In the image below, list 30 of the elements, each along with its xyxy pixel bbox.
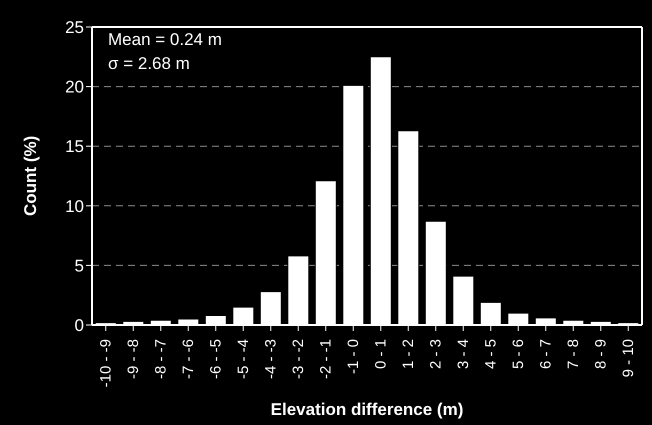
x-tick-label: -5 - -4 <box>234 339 252 380</box>
x-tick-label: -1 - 0 <box>344 339 362 374</box>
annotation: σ = 2.68 m <box>108 53 191 75</box>
x-tick-label: 6 - 7 <box>537 339 554 370</box>
x-tick-label: -7 - -6 <box>180 339 197 380</box>
x-tick-label: 8 - 9 <box>592 339 610 370</box>
x-tick-label: 9 - 10 <box>620 339 637 378</box>
y-tick-label: 5 <box>74 256 84 276</box>
y-tick-label: 20 <box>65 78 84 97</box>
x-tick-label: -8 - -7 <box>152 339 170 380</box>
x-tick-label: 2 - 3 <box>427 339 444 370</box>
x-tick-label: 7 - 8 <box>564 339 582 370</box>
x-axis-title: Elevation difference (m) <box>270 400 464 419</box>
x-tick-label: -2 - -1 <box>317 339 334 380</box>
y-tick-label: 25 <box>65 18 84 38</box>
x-tick-label: -6 - -5 <box>207 339 224 380</box>
x-tick-label: 5 - 6 <box>510 339 527 370</box>
y-tick-label: 15 <box>65 137 84 156</box>
x-tick-label: 4 - 5 <box>482 339 500 370</box>
x-tick-label: -4 - -3 <box>262 339 280 380</box>
x-tick-label: 3 - 4 <box>454 339 472 370</box>
x-tick-label: 1 - 2 <box>400 339 417 370</box>
y-tick-label: 10 <box>65 196 84 216</box>
y-tick-label: 0 <box>74 316 84 336</box>
x-tick-label: 0 - 1 <box>372 339 390 370</box>
annotation: Mean = 0.24 m <box>108 29 222 51</box>
y-axis-title: Count (%) <box>21 136 40 216</box>
x-tick-label: -10 - -9 <box>97 339 114 388</box>
x-tick-label: -3 - -2 <box>290 339 307 380</box>
x-tick-label: -9 - -8 <box>124 339 142 380</box>
